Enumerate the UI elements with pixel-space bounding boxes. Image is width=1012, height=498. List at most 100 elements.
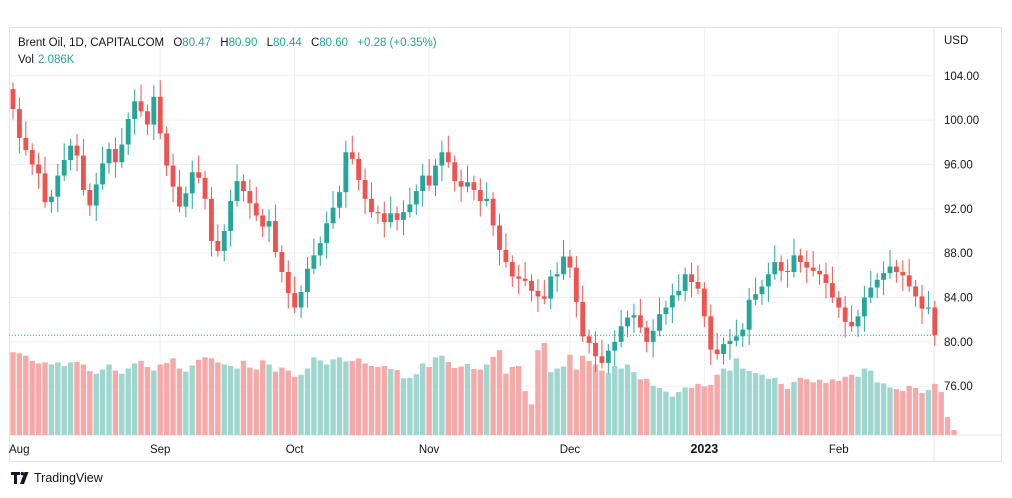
candle: [861, 285, 867, 332]
candle-body: [849, 321, 855, 327]
candle: [369, 182, 374, 218]
candle-body: [388, 213, 394, 223]
candle-body: [893, 266, 899, 273]
volume-bar: [778, 383, 784, 435]
candle: [669, 283, 675, 324]
candle: [29, 143, 35, 176]
volume-bar: [304, 368, 311, 435]
candle-body: [573, 267, 579, 302]
candle: [855, 309, 861, 337]
candle-body: [644, 327, 650, 342]
chart-frame: [9, 27, 1002, 462]
volume-bar: [215, 362, 221, 435]
volume-bar: [420, 363, 426, 435]
volume-bar: [208, 358, 215, 435]
volume-bar: [74, 361, 80, 435]
time-tick-label: Dec: [560, 444, 581, 456]
currency-label[interactable]: USD: [944, 35, 969, 47]
candle-body: [215, 240, 221, 251]
candle-body: [497, 225, 502, 250]
candle: [829, 266, 835, 304]
symbol-title[interactable]: Brent Oil, 1D, CAPITALCOM: [18, 37, 165, 49]
tradingview-logo-icon: [11, 471, 29, 484]
candle: [16, 97, 22, 154]
volume-bar: [458, 366, 464, 435]
price-tick-label: 96.00: [944, 159, 973, 171]
candle: [433, 158, 438, 197]
volume-bar: [631, 372, 637, 435]
candle: [804, 250, 810, 284]
candle-body: [477, 189, 483, 202]
candle-body: [785, 270, 790, 273]
price-tick-label: 80.00: [944, 337, 973, 349]
candle-body: [144, 111, 150, 125]
candle-body: [452, 162, 458, 182]
candle-body: [932, 307, 938, 336]
candle: [874, 273, 880, 299]
volume-bar: [336, 357, 343, 435]
candle-body: [836, 297, 842, 308]
volume-bar: [823, 382, 829, 435]
candle: [196, 155, 202, 184]
candle-body: [292, 293, 298, 308]
volume-bar: [663, 391, 669, 435]
candle-body: [413, 191, 419, 205]
volume-bar: [541, 343, 548, 435]
candle: [631, 303, 637, 333]
candle-body: [420, 175, 426, 192]
candle: [733, 319, 739, 347]
candle: [375, 205, 381, 224]
candle: [87, 183, 93, 217]
volume-bar: [925, 390, 932, 435]
candle-body: [657, 314, 662, 331]
candle: [125, 112, 131, 156]
candle: [138, 84, 144, 117]
candle-body: [759, 286, 765, 295]
candle-body: [23, 137, 29, 151]
volume-bar: [381, 366, 387, 435]
candle-body: [753, 294, 758, 300]
candle-body: [465, 182, 470, 187]
candle: [599, 339, 605, 369]
candle: [663, 300, 669, 325]
candle: [247, 179, 253, 219]
candle-body: [16, 109, 22, 138]
candle-body: [746, 299, 752, 330]
candle: [413, 184, 419, 215]
candle: [93, 172, 99, 222]
candle: [580, 285, 586, 342]
volume-bar: [112, 370, 119, 435]
time-tick-label: Feb: [829, 444, 849, 456]
close-label: C: [310, 37, 320, 49]
volume-bar: [93, 373, 99, 435]
candle-body: [580, 301, 586, 337]
volume-bar: [259, 360, 266, 435]
candle-body: [112, 148, 118, 163]
candle: [68, 138, 74, 171]
candle-body: [733, 336, 739, 341]
tradingview-brand[interactable]: TradingView: [11, 471, 103, 485]
volume-bar: [157, 364, 163, 435]
volume-bar: [676, 392, 682, 435]
candle-body: [138, 101, 144, 112]
volume-bar: [727, 370, 733, 435]
open-label: O: [173, 37, 183, 49]
volume-label[interactable]: Vol: [18, 54, 34, 66]
volume-bar: [848, 374, 855, 435]
candle-body: [663, 307, 669, 315]
candle: [932, 300, 938, 346]
candle: [868, 270, 874, 304]
candle: [343, 140, 349, 208]
candle-body: [343, 152, 349, 193]
volume-bar: [240, 360, 247, 435]
volume-bar: [535, 350, 541, 435]
volume-bar: [253, 369, 259, 435]
candle-body: [68, 145, 74, 161]
candle-body: [311, 255, 317, 269]
candle: [682, 267, 688, 302]
candle: [657, 297, 662, 337]
volume-bar: [343, 361, 349, 435]
volume-bar: [355, 358, 362, 435]
candle-body: [913, 286, 919, 297]
